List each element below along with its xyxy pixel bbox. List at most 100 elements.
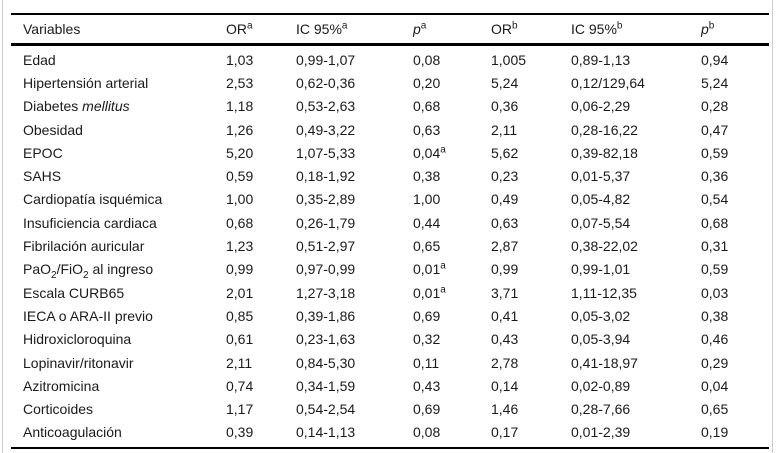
value-cell: 0,08	[413, 51, 441, 68]
table-row: Insuficiencia cardiaca 0,68 0,26-1,79 0,44 0…	[11, 211, 769, 234]
value-cell: 0,01a	[413, 260, 446, 278]
value-cell: 2,11	[226, 354, 253, 371]
value-cell: 0,05-3,02	[571, 307, 631, 324]
value-cell: 0,61	[226, 331, 254, 348]
value-cell: 0,89-1,13	[571, 51, 631, 68]
value-cell: 0,01-2,39	[571, 424, 631, 441]
column-header-6: pb	[701, 14, 769, 46]
value-cell: 0,05-3,94	[571, 331, 631, 348]
value-cell: 0,36	[701, 168, 729, 185]
value-cell: 0,05-4,82	[571, 191, 631, 208]
value-cell: 0,02-0,89	[571, 377, 631, 394]
value-cell: 0,23	[491, 168, 519, 185]
column-header-3: pa	[413, 14, 491, 46]
table-row: PaO2/FiO2 al ingreso 0,99 0,97-0,99 0,01a 0,…	[11, 258, 769, 281]
value-cell: 0,62-0,36	[296, 74, 356, 91]
variable-cell: Obesidad	[23, 121, 83, 138]
value-cell: 0,65	[413, 238, 441, 255]
variable-cell: IECA o ARA-II previo	[23, 307, 153, 324]
value-cell: 0,04	[701, 377, 729, 394]
value-cell: 0,32	[413, 331, 441, 348]
value-cell: 0,03	[701, 284, 729, 301]
value-cell: 0,06-2,29	[571, 98, 631, 115]
regression-results-table: Variables ORa IC 95%a pa ORb IC 95%b pb Edad 1,…	[11, 13, 769, 450]
value-cell: 0,23-1,63	[296, 331, 356, 348]
value-cell: 0,97-0,99	[296, 261, 356, 278]
value-cell: 0,43	[491, 331, 519, 348]
table-row: Fibrilación auricular 1,23 0,51-2,97 0,65 2,…	[11, 234, 769, 257]
table-row: Corticoides 1,17 0,54-2,54 0,69 1,46 0,28-7,6…	[11, 397, 769, 420]
value-cell: 1,46	[491, 401, 519, 418]
table-body: Edad 1,03 0,99-1,07 0,08 1,005 0,89-1,13 0,94 H…	[11, 45, 769, 449]
value-cell: 0,47	[701, 121, 729, 138]
value-cell: 0,07-5,54	[571, 214, 631, 231]
value-cell: 0,12/129,64	[571, 74, 645, 91]
value-cell: 0,17	[491, 424, 519, 441]
value-cell: 0,20	[413, 74, 441, 91]
variable-cell: Lopinavir/ritonavir	[23, 354, 134, 371]
value-cell: 0,19	[701, 424, 729, 441]
value-cell: 0,41	[491, 307, 519, 324]
value-cell: 0,14-1,13	[296, 424, 356, 441]
value-cell: 0,84-5,30	[296, 354, 356, 371]
variable-cell: Anticoagulación	[23, 424, 122, 441]
value-cell: 0,59	[701, 144, 729, 161]
value-cell: 0,69	[413, 401, 441, 418]
table-header: Variables ORa IC 95%a pa ORb IC 95%b pb	[11, 14, 769, 46]
value-cell: 1,27-3,18	[296, 284, 356, 301]
value-cell: 2,01	[226, 284, 254, 301]
variable-cell: Insuficiencia cardiaca	[23, 214, 157, 231]
table-row: EPOC 5,20 1,07-5,33 0,04a 5,62 0,39-82,18 0,59	[11, 141, 769, 164]
value-cell: 2,11	[491, 121, 518, 138]
value-cell: 0,36	[491, 98, 519, 115]
table-row: Obesidad 1,26 0,49-3,22 0,63 2,11 0,28-16,22 0…	[11, 118, 769, 141]
value-cell: 0,69	[413, 307, 441, 324]
value-cell: 0,99	[226, 261, 254, 278]
value-cell: 0,46	[701, 331, 729, 348]
value-cell: 1,11-12,35	[571, 284, 637, 301]
column-header-0: Variables	[11, 14, 226, 46]
value-cell: 1,005	[491, 51, 527, 68]
value-cell: 1,17	[226, 401, 254, 418]
value-cell: 0,63	[491, 214, 519, 231]
table-row: Edad 1,03 0,99-1,07 0,08 1,005 0,89-1,13 0,94	[11, 45, 769, 72]
value-cell: 0,63	[413, 121, 441, 138]
value-cell: 0,99-1,01	[571, 261, 631, 278]
table-row: SAHS 0,59 0,18-1,92 0,38 0,23 0,01-5,37 0,36	[11, 164, 769, 187]
variable-cell: Escala CURB65	[23, 284, 125, 301]
table-row: IECA o ARA-II previo 0,85 0,39-1,86 0,69 0,4…	[11, 304, 769, 327]
value-cell: 1,23	[226, 238, 254, 255]
value-cell: 1,03	[226, 51, 254, 68]
table-row: Anticoagulación 0,39 0,14-1,13 0,08 0,17 0,01…	[11, 421, 769, 448]
column-header-2: IC 95%a	[296, 14, 413, 46]
value-cell: 5,62	[491, 144, 519, 161]
value-cell: 3,71	[491, 284, 519, 301]
table-row: Cardiopatía isquémica 1,00 0,35-2,89 1,00 0,…	[11, 188, 769, 211]
value-cell: 0,35-2,89	[296, 191, 356, 208]
column-header-1: ORa	[226, 14, 296, 46]
value-cell: 0,41-18,97	[571, 354, 638, 371]
value-cell: 0,68	[413, 98, 441, 115]
value-cell: 0,59	[701, 261, 729, 278]
value-cell: 0,68	[701, 214, 729, 231]
value-cell: 0,11	[413, 354, 440, 371]
value-cell: 0,68	[226, 214, 254, 231]
value-cell: 1,00	[226, 191, 254, 208]
value-cell: 0,59	[226, 168, 254, 185]
variable-cell: Hidroxicloroquina	[23, 331, 132, 348]
value-cell: 0,39-1,86	[296, 307, 356, 324]
value-cell: 0,54	[701, 191, 729, 208]
value-cell: 0,08	[413, 424, 441, 441]
value-cell: 0,43	[413, 377, 441, 394]
value-cell: 0,38-22,02	[571, 238, 638, 255]
value-cell: 0,38	[413, 168, 441, 185]
column-header-5: IC 95%b	[571, 14, 701, 46]
variable-cell: SAHS	[23, 168, 62, 185]
table-row: Lopinavir/ritonavir 2,11 0,84-5,30 0,11 2,78…	[11, 351, 769, 374]
value-cell: 5,24	[491, 74, 519, 91]
value-cell: 0,74	[226, 377, 254, 394]
value-cell: 0,54-2,54	[296, 401, 356, 418]
value-cell: 2,53	[226, 74, 254, 91]
variable-cell: Cardiopatía isquémica	[23, 191, 163, 208]
